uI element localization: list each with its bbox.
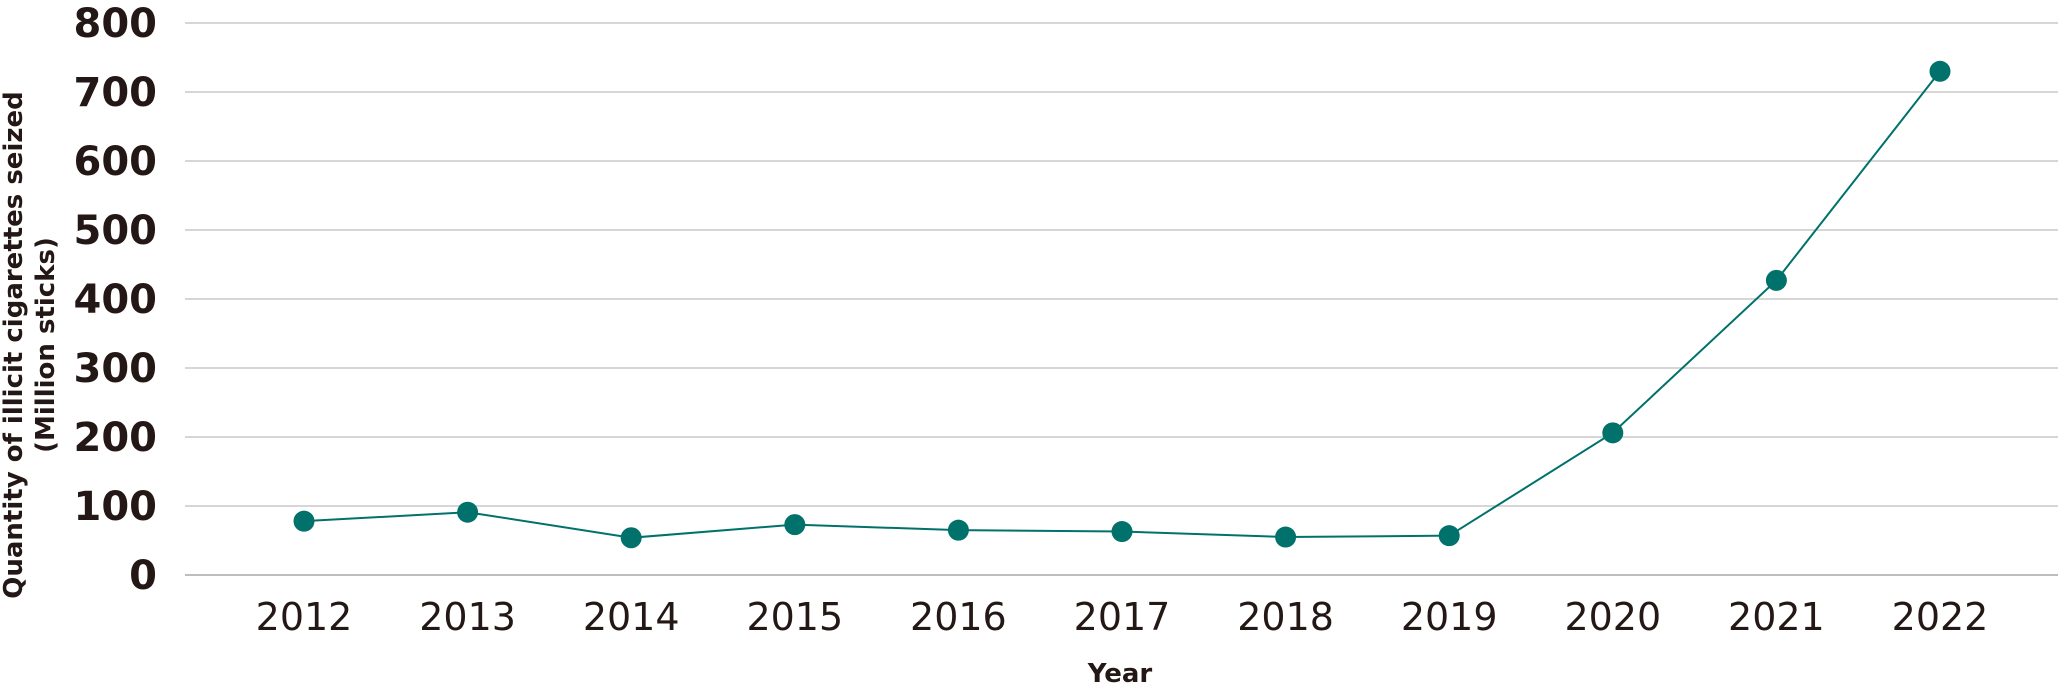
y-tick-label: 400	[74, 277, 158, 323]
data-point	[1275, 526, 1297, 548]
x-tick-label: 2017	[1074, 595, 1171, 639]
data-point	[293, 510, 315, 532]
y-tick-label: 100	[74, 484, 158, 530]
series-line	[303, 70, 1941, 539]
y-tick-label: 200	[74, 415, 158, 461]
data-point	[620, 527, 642, 549]
data-point	[1111, 521, 1133, 543]
x-tick-label: 2020	[1564, 595, 1661, 639]
gridlines	[185, 22, 2058, 576]
x-tick-label: 2013	[419, 595, 516, 639]
x-tick-label: 2022	[1892, 595, 1989, 639]
data-point	[457, 501, 479, 523]
data-point	[1929, 60, 1951, 82]
data-point	[1438, 525, 1460, 547]
x-tick-label: 2012	[256, 595, 353, 639]
x-tick-label: 2016	[910, 595, 1007, 639]
y-tick-label: 500	[74, 208, 158, 254]
x-tick-label: 2021	[1728, 595, 1825, 639]
data-point	[947, 519, 969, 541]
x-axis-ticks: 2012 2013 2014 2015 2016 2017 2018 2019 2020 2021…	[256, 595, 1989, 639]
y-axis-ticks: 0 100 200 300 400 500 600 700 800	[74, 1, 158, 599]
y-axis-title-line2: (Million sticks)	[31, 237, 61, 453]
x-tick-label: 2018	[1237, 595, 1334, 639]
data-point	[1765, 269, 1787, 291]
x-tick-label: 2014	[583, 595, 680, 639]
data-point	[1602, 422, 1624, 444]
x-tick-label: 2015	[746, 595, 843, 639]
x-tick-label: 2019	[1401, 595, 1498, 639]
y-axis-title: Quantity of illicit cigarettes seized (M…	[0, 91, 61, 598]
y-tick-label: 300	[74, 346, 158, 392]
series	[293, 60, 1951, 549]
y-tick-label: 600	[74, 139, 158, 185]
y-tick-label: 700	[74, 70, 158, 116]
y-tick-label: 0	[129, 553, 157, 599]
x-axis-title: Year	[1087, 659, 1153, 689]
y-axis-title-line1: Quantity of illicit cigarettes seized	[0, 91, 29, 598]
data-point	[784, 514, 806, 536]
y-tick-label: 800	[74, 1, 158, 47]
